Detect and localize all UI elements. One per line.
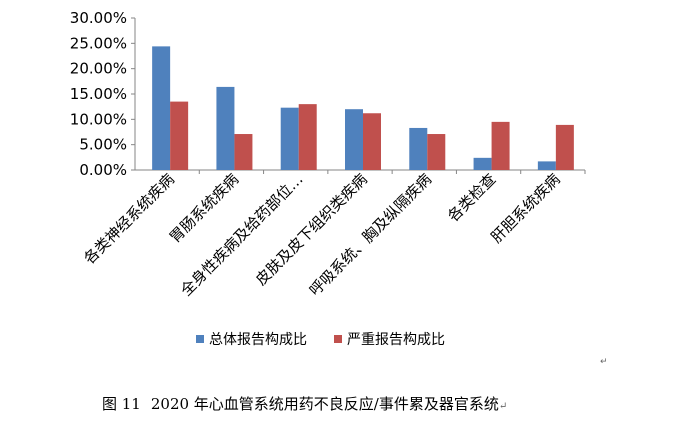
figure-title: 2020 年心血管系统用药不良反应/事件累及器官系统 [150,395,499,413]
bar-severe [363,113,381,170]
y-tick-label: 15.00% [70,85,127,103]
bar-severe [234,134,253,170]
bar-severe [170,101,189,170]
bar-overall [473,157,492,170]
bar-severe [555,124,574,170]
legend-label: 严重报告构成比 [347,332,445,348]
bar-overall [537,161,556,170]
bar-overall [345,109,363,170]
bar-overall [280,107,299,170]
bar-severe [427,134,446,170]
y-tick-labels: 0.00% 5.00% 10.00% 15.00% 20.00% 25.00% 30.00% [70,9,135,179]
x-category-label: 全身性疾病及给药部位… [177,170,306,299]
bars [152,46,574,170]
paragraph-mark: ↵ [600,357,608,367]
caption-return-mark: ↵ [498,401,508,412]
legend: 总体报告构成比 严重报告构成比 [196,332,445,348]
y-tick-label: 25.00% [70,34,127,52]
x-category-label: 肝胆系统疾病 [487,170,563,246]
figure-number: 图 11 [102,395,141,413]
x-category-label: 皮肤及皮下组织类疾病 [252,170,371,289]
x-category-label: 各类神经系统疾病 [80,170,178,268]
figure-caption: 图 11 2020 年心血管系统用药不良反应/事件累及器官系统↵ [102,393,507,414]
bar-severe [491,121,510,170]
bar-overall [216,86,235,170]
bar-severe [298,104,317,170]
legend-swatch [334,335,342,343]
bar-overall [152,46,171,170]
x-category-label: 各类检查 [444,170,499,225]
chart-area: 0.00% 5.00% 10.00% 15.00% 20.00% 25.00% 30.00%… [70,9,586,348]
y-tick-label: 20.00% [70,60,127,78]
bar-overall [409,127,428,170]
x-category-label: 呼吸系统、胸及纵隔疾病 [306,170,435,299]
y-tick-label: 30.00% [70,9,127,27]
y-tick-label: 0.00% [79,161,127,179]
y-tick-label: 10.00% [70,110,127,128]
y-tick-label: 5.00% [79,136,127,154]
x-category-labels: 各类神经系统疾病胃肠系统疾病全身性疾病及给药部位…皮肤及皮下组织类疾病呼吸系统、… [80,170,563,299]
legend-label: 总体报告构成比 [209,332,307,348]
legend-swatch [196,335,204,343]
